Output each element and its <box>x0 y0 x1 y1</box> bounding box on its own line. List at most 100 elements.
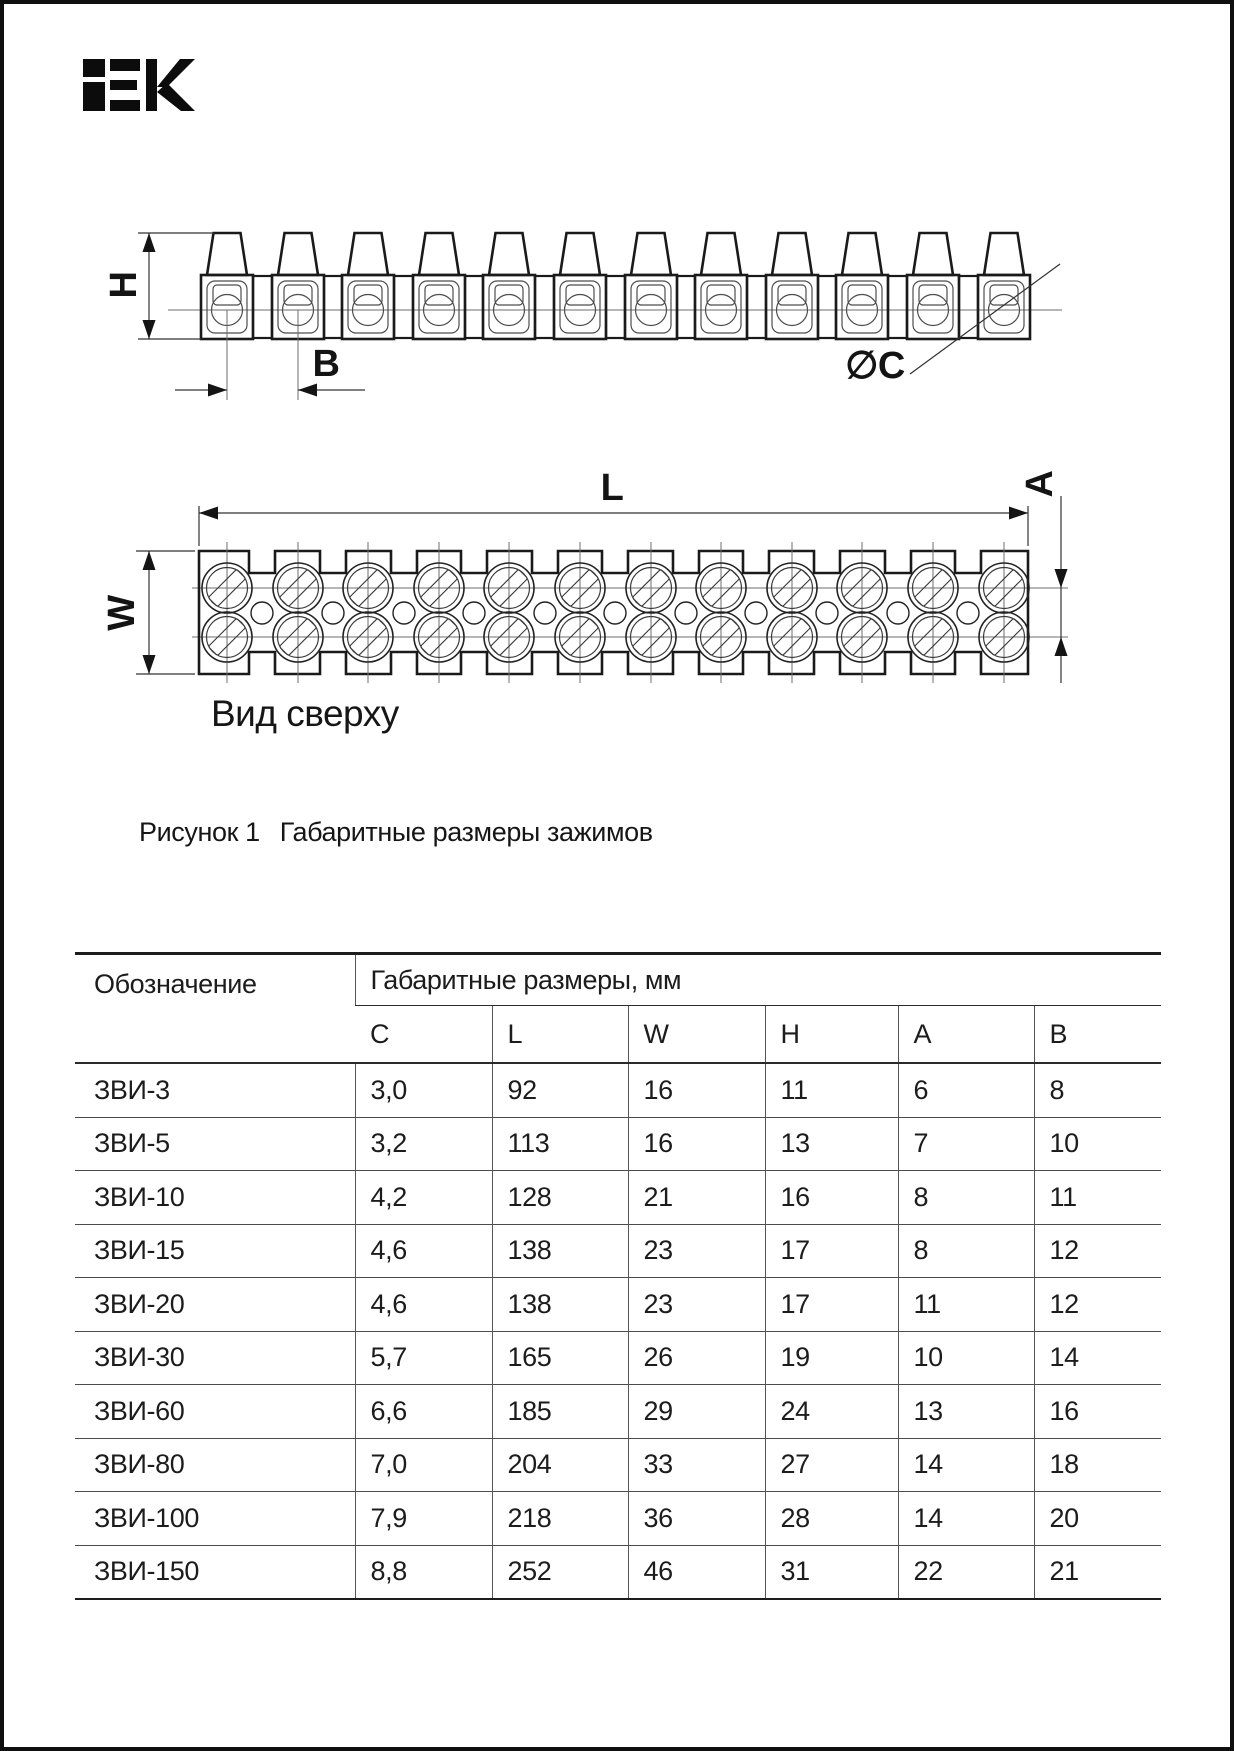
terminal-strip-top <box>202 542 1029 683</box>
cell-c: 3,0 <box>354 1063 492 1117</box>
cell-h: 17 <box>764 1224 898 1278</box>
cell-c: 4,6 <box>354 1224 492 1278</box>
row-designation: ЗВИ-60 <box>94 1395 185 1426</box>
table-row: ЗВИ-80 7,0 204 33 27 14 18 <box>75 1438 1162 1492</box>
cell-h: 13 <box>764 1117 898 1171</box>
col-header-h: H <box>764 1005 898 1063</box>
col-header-c: C <box>370 1018 390 1049</box>
cell-c: 4,6 <box>354 1277 492 1331</box>
cell-l: 128 <box>491 1170 628 1224</box>
cell-b: 21 <box>1033 1545 1162 1599</box>
dimension-l: L <box>198 467 1029 546</box>
dimension-h: H <box>103 232 214 340</box>
col-header-w: W <box>627 1005 765 1063</box>
cell-a: 8 <box>897 1170 1034 1224</box>
cell-h: 28 <box>764 1491 898 1545</box>
cell-b: 11 <box>1033 1170 1162 1224</box>
cell-c: 4,2 <box>354 1170 492 1224</box>
cell-c: 8,8 <box>354 1545 492 1599</box>
cell-l: 113 <box>491 1117 628 1171</box>
cell-w: 23 <box>627 1277 765 1331</box>
diameter-c-callout: ∅C <box>845 263 1061 387</box>
iek-logo-glyphs <box>83 59 195 111</box>
table-row: ЗВИ-3 3,0 92 16 11 6 8 <box>75 1063 1162 1117</box>
dim-label-h: H <box>103 272 145 299</box>
cell-a: 14 <box>897 1438 1034 1492</box>
cell-h: 31 <box>764 1545 898 1599</box>
cell-h: 19 <box>764 1331 898 1385</box>
table-row: ЗВИ-60 6,6 185 29 24 13 16 <box>75 1384 1162 1438</box>
row-designation: ЗВИ-80 <box>94 1449 185 1480</box>
cell-l: 138 <box>491 1224 628 1278</box>
row-designation: ЗВИ-15 <box>94 1235 185 1266</box>
table-row: ЗВИ-100 7,9 218 36 28 14 20 <box>75 1491 1162 1545</box>
cell-h: 11 <box>764 1063 898 1117</box>
cell-h: 27 <box>764 1438 898 1492</box>
figure-title: Габаритные размеры зажимов <box>279 817 653 847</box>
cell-b: 20 <box>1033 1491 1162 1545</box>
dim-label-b: B <box>313 343 340 385</box>
cell-b: 12 <box>1033 1277 1162 1331</box>
junction-holes <box>250 601 980 625</box>
top-view-drawing: L A W Вид сверху <box>101 467 1068 734</box>
dim-label-w: W <box>101 595 143 631</box>
cell-c: 7,9 <box>354 1491 492 1545</box>
table-row: ЗВИ-5 3,2 113 16 13 7 10 <box>75 1117 1162 1171</box>
cell-w: 33 <box>627 1438 765 1492</box>
cell-b: 12 <box>1033 1224 1162 1278</box>
dim-label-diameter-c: ∅C <box>845 345 905 387</box>
table-row: ЗВИ-30 5,7 165 26 19 10 14 <box>75 1331 1162 1385</box>
table-row: ЗВИ-15 4,6 138 23 17 8 12 <box>75 1224 1162 1278</box>
row-designation: ЗВИ-20 <box>94 1288 185 1319</box>
col-header-l: L <box>491 1005 628 1063</box>
col-header-b: B <box>1033 1005 1162 1063</box>
dimension-a: A <box>1019 470 1068 683</box>
group-header: Габаритные размеры, мм <box>354 953 1162 1006</box>
row-designation: ЗВИ-10 <box>94 1181 185 1212</box>
row-designation: ЗВИ-100 <box>94 1502 199 1533</box>
cell-w: 21 <box>627 1170 765 1224</box>
table-row: ЗВИ-10 4,2 128 21 16 8 11 <box>75 1170 1162 1224</box>
cell-a: 13 <box>897 1384 1034 1438</box>
table-row: ЗВИ-20 4,6 138 23 17 11 12 <box>75 1277 1162 1331</box>
cell-l: 138 <box>491 1277 628 1331</box>
figure-number: Рисунок 1 <box>139 817 260 847</box>
cell-c: 3,2 <box>354 1117 492 1171</box>
figure-caption: Рисунок 1 Габаритные размеры зажимов <box>139 817 653 848</box>
terminal-strip-outline <box>197 549 1030 676</box>
cell-a: 14 <box>897 1491 1034 1545</box>
iek-logo <box>83 59 195 111</box>
cell-w: 26 <box>627 1331 765 1385</box>
row-designation: ЗВИ-150 <box>94 1556 199 1587</box>
cell-l: 204 <box>491 1438 628 1492</box>
table-header: Обозначение Габаритные размеры, мм C L W… <box>75 953 1162 1063</box>
cell-h: 24 <box>764 1384 898 1438</box>
cell-c: 6,6 <box>354 1384 492 1438</box>
cell-w: 46 <box>627 1545 765 1599</box>
dim-label-a: A <box>1019 470 1061 497</box>
dim-label-l: L <box>601 467 624 509</box>
row-designation: ЗВИ-30 <box>94 1342 185 1373</box>
cell-w: 23 <box>627 1224 765 1278</box>
cell-a: 11 <box>897 1277 1034 1331</box>
cell-c: 5,7 <box>354 1331 492 1385</box>
cell-a: 10 <box>897 1331 1034 1385</box>
dimension-b: B <box>175 310 365 400</box>
cell-w: 16 <box>627 1063 765 1117</box>
dimensions-tbody: ЗВИ-3 3,0 92 16 11 6 8 ЗВИ-5 3,2 113 16 … <box>75 1063 1162 1599</box>
table-row: ЗВИ-150 8,8 252 46 31 22 21 <box>75 1545 1162 1599</box>
cell-l: 185 <box>491 1384 628 1438</box>
cell-w: 16 <box>627 1117 765 1171</box>
cell-l: 218 <box>491 1491 628 1545</box>
cell-h: 17 <box>764 1277 898 1331</box>
dimensions-table: Обозначение Габаритные размеры, мм C L W… <box>75 952 1162 1600</box>
cell-l: 92 <box>491 1063 628 1117</box>
cell-w: 36 <box>627 1491 765 1545</box>
terminal-strip-side <box>199 231 1032 341</box>
cell-a: 6 <box>897 1063 1034 1117</box>
designation-header: Обозначение <box>94 969 257 999</box>
cell-l: 252 <box>491 1545 628 1599</box>
cell-b: 8 <box>1033 1063 1162 1117</box>
cell-b: 18 <box>1033 1438 1162 1492</box>
cell-b: 16 <box>1033 1384 1162 1438</box>
